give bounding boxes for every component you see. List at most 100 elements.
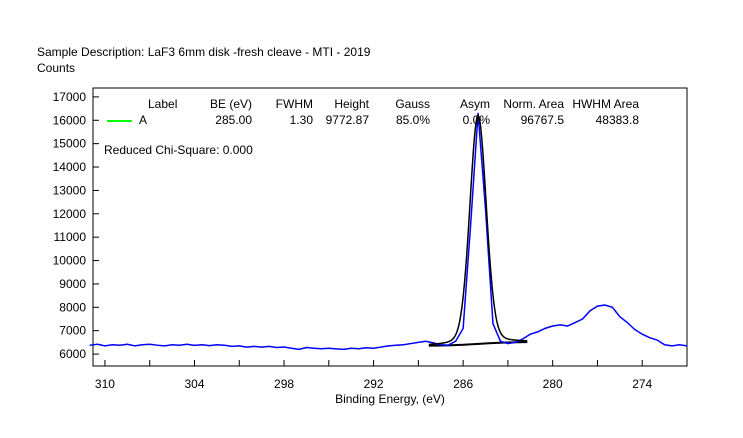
data-point (626, 321, 628, 324)
data-point (275, 346, 278, 349)
data-point (507, 342, 509, 345)
y-tick-label: 17000 (53, 90, 87, 104)
data-point (455, 340, 457, 342)
row-gauss: 85.0% (395, 113, 430, 127)
data-point (604, 304, 606, 306)
x-tick-label: 274 (632, 377, 652, 391)
data-point (223, 344, 225, 346)
header-fwhm: FWHM (275, 97, 313, 111)
data-point (432, 342, 434, 344)
data-point (246, 346, 248, 348)
data-point (141, 344, 143, 346)
data-point (208, 345, 211, 347)
data-point (358, 348, 360, 350)
data-point (649, 337, 651, 339)
data-point (477, 112, 479, 114)
data-point (402, 344, 405, 346)
fit-component-a (428, 114, 528, 346)
data-point (492, 323, 494, 325)
data-point (417, 341, 419, 343)
data-point (410, 342, 412, 345)
data-point (581, 318, 584, 320)
data-point (529, 333, 531, 335)
data-point (96, 343, 99, 345)
data-point (104, 345, 106, 347)
x-tick-label: 310 (95, 377, 115, 391)
row-hwhm-area: 48383.8 (595, 113, 639, 127)
data-point (611, 306, 613, 308)
data-point (290, 347, 293, 349)
x-tick-label: 280 (543, 377, 563, 391)
data-point (283, 346, 285, 348)
legend-swatch-a (107, 120, 132, 122)
data-point (425, 340, 427, 342)
y-tick-label: 13000 (53, 183, 87, 197)
data-point (686, 345, 688, 347)
data-point (552, 325, 554, 327)
data-point (305, 346, 308, 349)
data-point (596, 305, 599, 307)
y-tick-label: 14000 (53, 160, 87, 174)
data-point (574, 321, 576, 324)
header-asym: Asym (460, 97, 490, 111)
data-point (193, 344, 196, 347)
x-tick-label: 292 (364, 377, 384, 391)
data-point (395, 344, 397, 346)
y-tick-label: 6000 (59, 347, 86, 361)
y-tick-label: 8000 (59, 300, 86, 314)
data-point (664, 344, 666, 346)
y-tick-label: 7000 (59, 324, 86, 338)
data-point (320, 348, 322, 350)
data-point (350, 347, 352, 349)
data-point (469, 224, 472, 227)
chi-square: Reduced Chi-Square: 0.000 (104, 143, 253, 157)
data-point (380, 346, 382, 348)
data-point (164, 345, 166, 347)
y-axis-title: Counts (37, 61, 76, 75)
plot-frame (92, 87, 688, 367)
data-point (178, 344, 181, 346)
data-point (678, 344, 681, 346)
x-axis-title: Binding Energy, (eV) (335, 392, 445, 406)
row-height: 9772.87 (325, 113, 369, 127)
data-point (328, 347, 330, 349)
row-asym: 0.0% (462, 113, 490, 127)
header-be: BE (eV) (209, 97, 252, 111)
x-tick-label: 298 (274, 377, 294, 391)
data-point (111, 344, 114, 346)
data-point (313, 347, 315, 349)
data-point (156, 344, 158, 346)
data-point (656, 339, 658, 341)
data-point (238, 345, 240, 347)
data-point (216, 344, 218, 346)
header-label: Label (148, 97, 178, 111)
data-point (462, 327, 464, 329)
data-point (253, 345, 255, 347)
header-gauss: Gauss (395, 97, 430, 111)
data-point (447, 344, 449, 346)
row-norm-area: 96767.5 (520, 113, 564, 127)
x-tick-label: 286 (453, 377, 473, 391)
data-point (268, 345, 270, 347)
data-point (89, 344, 91, 346)
data-point (641, 333, 643, 335)
data-point (171, 344, 173, 346)
y-tick-label: 16000 (53, 113, 87, 127)
y-tick-label: 12000 (53, 207, 87, 221)
data-point (201, 344, 203, 346)
header-height: Height (334, 97, 369, 111)
data-point (186, 343, 188, 345)
header-norm-area: Norm. Area (503, 97, 564, 111)
data-point (119, 344, 121, 346)
header-hwhm-area: HWHM Area (572, 97, 639, 111)
data-point (126, 343, 128, 345)
data-point (559, 324, 561, 326)
data-point (343, 348, 345, 350)
row-label: A (139, 113, 148, 127)
row-be: 285.00 (215, 113, 252, 127)
data-point (522, 338, 524, 340)
data-point (372, 347, 375, 349)
data-point (134, 345, 136, 347)
data-point (514, 341, 516, 343)
data-point (387, 345, 390, 347)
